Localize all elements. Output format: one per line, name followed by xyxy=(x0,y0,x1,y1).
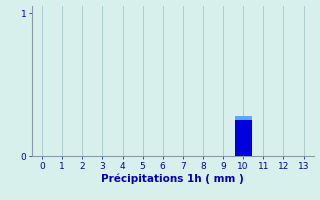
X-axis label: Précipitations 1h ( mm ): Précipitations 1h ( mm ) xyxy=(101,173,244,184)
Bar xyxy=(235,116,252,120)
Bar xyxy=(235,116,252,156)
